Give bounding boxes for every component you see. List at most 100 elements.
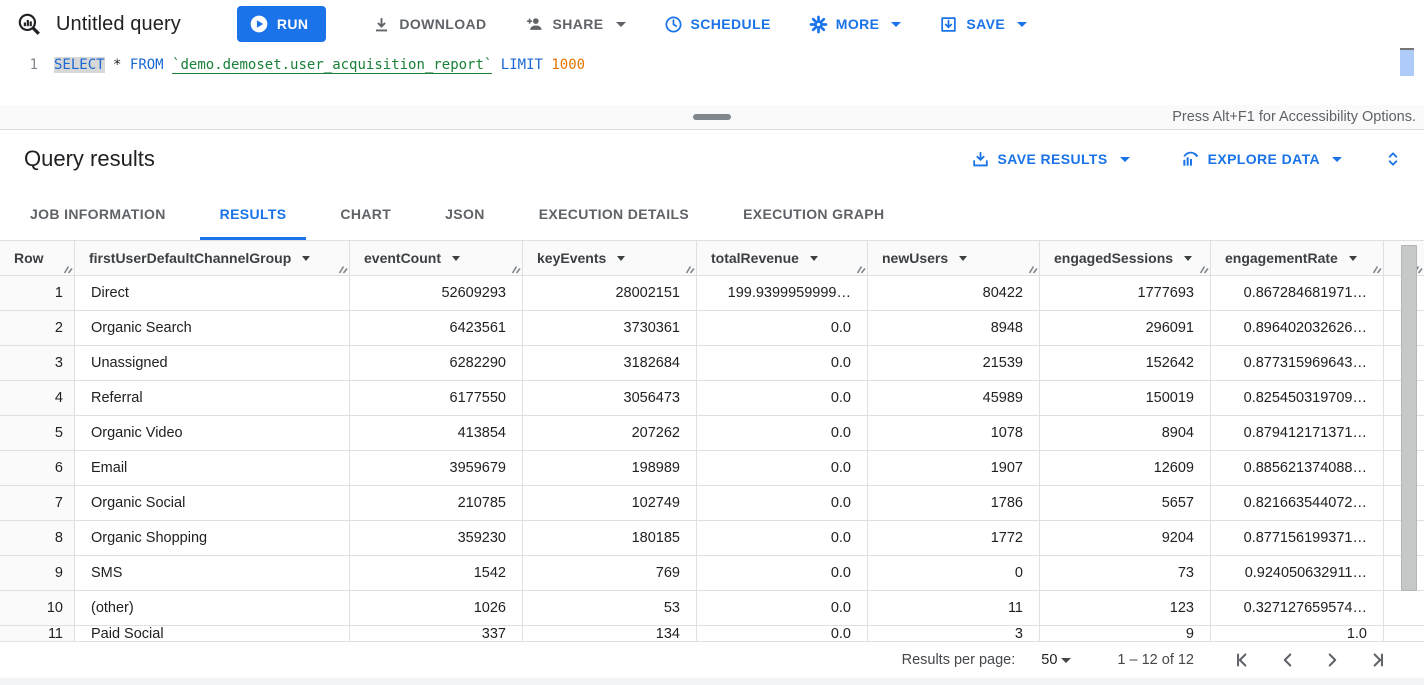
save-button-label: SAVE bbox=[966, 16, 1006, 32]
horizontal-scrollbar-track[interactable] bbox=[0, 678, 1424, 685]
column-header-eventCount[interactable]: eventCount bbox=[350, 241, 523, 275]
row-number-cell: 2 bbox=[0, 311, 75, 345]
run-button[interactable]: RUN bbox=[236, 6, 327, 42]
column-sort-caret-icon[interactable] bbox=[1348, 255, 1357, 261]
data-cell: 769 bbox=[523, 556, 697, 590]
column-sort-caret-icon[interactable] bbox=[452, 255, 460, 261]
save-results-button[interactable]: SAVE RESULTS bbox=[959, 141, 1142, 177]
column-resize-handle[interactable] bbox=[511, 264, 521, 274]
last-page-button[interactable] bbox=[1354, 642, 1398, 678]
tab-json[interactable]: JSON bbox=[445, 206, 485, 222]
column-resize-handle[interactable] bbox=[856, 264, 866, 274]
table-row: 8 Organic Shopping 359230 180185 0.0 1772 9204… bbox=[0, 521, 1424, 556]
data-cell: 3 bbox=[868, 626, 1040, 641]
column-header-keyEvents[interactable]: keyEvents bbox=[523, 241, 697, 275]
previous-page-button[interactable] bbox=[1266, 642, 1310, 678]
row-number-cell: 5 bbox=[0, 416, 75, 450]
pagination-bar: Results per page: 50 1 – 12 of 12 bbox=[0, 641, 1424, 678]
sql-code-line[interactable]: SELECT * FROM `demo.demoset.user_acquisi… bbox=[54, 48, 585, 105]
explore-data-button[interactable]: EXPLORE DATA bbox=[1168, 141, 1354, 177]
data-cell: 0.0 bbox=[697, 556, 868, 590]
accessibility-bar: Press Alt+F1 for Accessibility Options. bbox=[0, 105, 1424, 130]
column-sort-caret-icon[interactable] bbox=[809, 255, 818, 261]
column-sort-caret-icon[interactable] bbox=[959, 255, 968, 261]
data-cell: 73 bbox=[1040, 556, 1211, 590]
data-cell: (other) bbox=[75, 591, 350, 625]
column-resize-handle[interactable] bbox=[1372, 264, 1382, 274]
table-row: 9 SMS 1542 769 0.0 0 73 0.924050632911… bbox=[0, 556, 1424, 591]
more-dropdown-caret-icon bbox=[891, 21, 902, 27]
expand-results-button[interactable] bbox=[1384, 149, 1402, 169]
data-cell: 0.0 bbox=[697, 381, 868, 415]
editor-scrollbar[interactable] bbox=[1400, 48, 1414, 76]
page-size-select[interactable]: 50 bbox=[1041, 652, 1072, 668]
data-cell: 0.0 bbox=[697, 626, 868, 641]
tab-job-information[interactable]: JOB INFORMATION bbox=[30, 206, 166, 222]
clock-icon bbox=[664, 15, 683, 34]
data-cell: 8904 bbox=[1040, 416, 1211, 450]
data-cell: 0.0 bbox=[697, 451, 868, 485]
person-add-icon bbox=[525, 14, 545, 34]
data-cell: 21539 bbox=[868, 346, 1040, 380]
row-number-cell: 8 bbox=[0, 521, 75, 555]
column-sort-caret-icon[interactable] bbox=[302, 255, 311, 261]
tab-execution-details[interactable]: EXECUTION DETAILS bbox=[538, 206, 690, 222]
column-header-Row[interactable]: Row bbox=[0, 241, 75, 275]
sql-token: * bbox=[113, 57, 122, 73]
data-cell: 199.9399959999… bbox=[697, 276, 868, 310]
last-page-icon bbox=[1373, 653, 1383, 667]
run-button-label: RUN bbox=[276, 16, 309, 32]
column-resize-handle[interactable] bbox=[63, 264, 73, 274]
explore-data-label: EXPLORE DATA bbox=[1207, 151, 1320, 167]
share-button[interactable]: SHARE bbox=[513, 6, 638, 42]
save-button[interactable]: SAVE bbox=[927, 6, 1039, 42]
data-cell: 198989 bbox=[523, 451, 697, 485]
column-resize-handle[interactable] bbox=[338, 264, 348, 274]
sql-editor[interactable]: 1 SELECT * FROM `demo.demoset.user_acqui… bbox=[0, 48, 1424, 105]
column-resize-handle[interactable] bbox=[685, 264, 695, 274]
results-title: Query results bbox=[24, 146, 155, 171]
data-cell: 53 bbox=[523, 591, 697, 625]
first-page-button[interactable] bbox=[1222, 642, 1266, 678]
data-cell: Email bbox=[75, 451, 350, 485]
column-header-newUsers[interactable]: newUsers bbox=[868, 241, 1040, 275]
download-button[interactable]: DOWNLOAD bbox=[360, 6, 498, 42]
tab-results[interactable]: RESULTS bbox=[200, 188, 307, 240]
data-cell: 12609 bbox=[1040, 451, 1211, 485]
data-cell: 5657 bbox=[1040, 486, 1211, 520]
column-resize-handle[interactable] bbox=[1199, 264, 1209, 274]
splitter-drag-handle[interactable] bbox=[693, 114, 731, 120]
tab-execution-graph[interactable]: EXECUTION GRAPH bbox=[743, 206, 885, 222]
save-results-label: SAVE RESULTS bbox=[997, 151, 1108, 167]
tab-chart[interactable]: CHART bbox=[340, 206, 392, 222]
column-sort-caret-icon[interactable] bbox=[1184, 255, 1193, 261]
download-tray-icon bbox=[971, 150, 990, 169]
data-cell: Organic Shopping bbox=[75, 521, 350, 555]
page-range: 1 – 12 of 12 bbox=[1117, 652, 1194, 668]
schedule-button[interactable]: SCHEDULE bbox=[652, 6, 783, 42]
sql-token: FROM bbox=[129, 57, 164, 73]
more-button[interactable]: MORE bbox=[797, 6, 914, 42]
query-results-header: Query results SAVE RESULTS bbox=[0, 130, 1424, 188]
column-header-engagementRate[interactable]: engagementRate bbox=[1211, 241, 1384, 275]
query-toolbar: Untitled query RUN DOWNLOAD bbox=[0, 0, 1424, 48]
table-row-partial: 11 Paid Social 337 134 0.0 3 9 1.0 bbox=[0, 626, 1424, 641]
column-header-totalRevenue[interactable]: totalRevenue bbox=[697, 241, 868, 275]
line-number: 1 bbox=[29, 57, 38, 73]
sql-token: `demo.demoset.user_acquisition_report` bbox=[172, 57, 493, 74]
data-cell: 1.0 bbox=[1211, 626, 1384, 641]
save-dropdown-caret-icon bbox=[1017, 21, 1028, 27]
column-header-engagedSessions[interactable]: engagedSessions bbox=[1040, 241, 1211, 275]
data-cell: 1786 bbox=[868, 486, 1040, 520]
sql-token: LIMIT bbox=[500, 57, 543, 73]
data-cell: 296091 bbox=[1040, 311, 1211, 345]
gear-icon bbox=[809, 15, 828, 34]
sql-token bbox=[105, 57, 113, 73]
column-sort-caret-icon[interactable] bbox=[617, 255, 626, 261]
row-number-cell: 1 bbox=[0, 276, 75, 310]
data-cell: 0.825450319709… bbox=[1211, 381, 1384, 415]
column-resize-handle[interactable] bbox=[1028, 264, 1038, 274]
table-scrollbar[interactable] bbox=[1401, 245, 1417, 591]
next-page-button[interactable] bbox=[1310, 642, 1354, 678]
column-header-firstUserDefaultChannelGroup[interactable]: firstUserDefaultChannelGroup bbox=[75, 241, 350, 275]
